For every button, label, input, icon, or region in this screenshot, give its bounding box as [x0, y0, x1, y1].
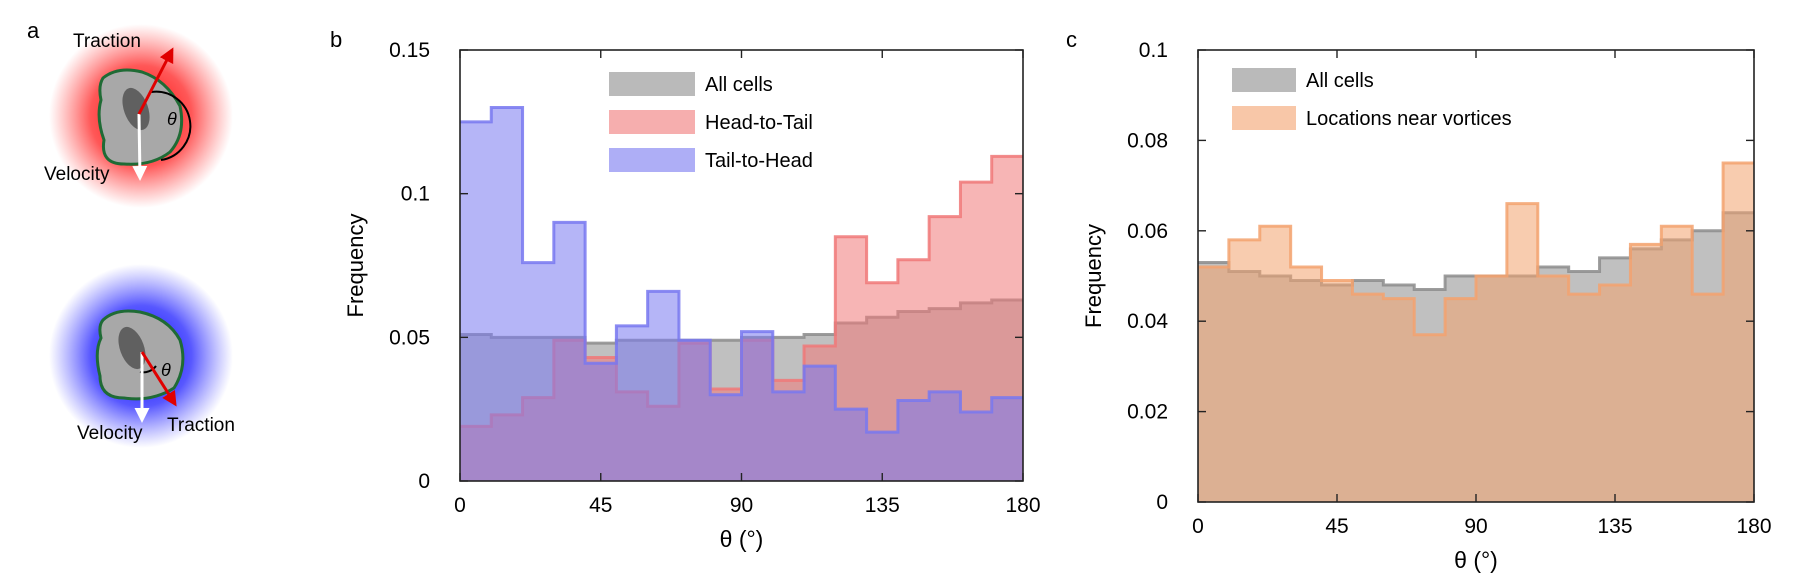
nucleus [118, 326, 146, 370]
nucleus [122, 87, 150, 131]
legend: All cells Head-to-Tail Tail-to-Head [609, 72, 813, 172]
velocity-arrow [132, 113, 148, 181]
y-tick-label: 0.08 [1127, 129, 1168, 152]
x-tick-label: 180 [1736, 515, 1771, 538]
legend-label: All cells [1306, 70, 1374, 92]
x-tick-label: 0 [454, 494, 466, 517]
x-tick-label: 45 [1325, 515, 1348, 538]
traction-arrow [137, 47, 174, 115]
histogram-c: c 0 45 90 135 180 0 0.02 0.04 0.06 0.08 0.1 θ (°) Fre… [1066, 27, 1772, 573]
cell-diagram-head-to-tail: θ Traction Velocity [44, 24, 233, 208]
panel-label-a: a [27, 18, 40, 43]
angle-label: θ [167, 109, 177, 129]
y-tick-label: 0.04 [1127, 310, 1168, 333]
x-tick-label: 0 [1192, 515, 1204, 538]
legend: All cells Locations near vortices [1232, 68, 1512, 130]
x-tick-label: 90 [1464, 515, 1487, 538]
legend-swatch [1232, 68, 1296, 92]
y-tick-label: 0.1 [401, 183, 430, 206]
y-tick-label: 0.1 [1139, 39, 1168, 62]
x-axis-label: θ (°) [720, 526, 764, 552]
y-tick-label: 0.02 [1127, 401, 1168, 424]
panel-label: c [1066, 27, 1077, 52]
panel-label: b [330, 27, 342, 52]
histogram-b: b 0 45 90 135 180 0 0.05 0.1 0.15 θ (°) Frequency Al… [330, 27, 1041, 552]
y-tick-label: 0.05 [389, 326, 430, 349]
histogram-outline [1198, 161, 1754, 337]
x-tick-label: 135 [865, 494, 900, 517]
legend-label: Locations near vortices [1306, 108, 1512, 130]
legend-swatch [609, 110, 695, 134]
x-tick-label: 45 [589, 494, 612, 517]
histogram-outline [460, 105, 1023, 434]
legend-swatch [609, 72, 695, 96]
histogram-area [460, 107, 1023, 481]
velocity-label: Velocity [44, 164, 110, 185]
legend-label: Head-to-Tail [705, 112, 813, 134]
traction-label: Traction [167, 415, 235, 436]
histogram-area [1198, 163, 1754, 502]
y-axis-label: Frequency [343, 214, 368, 318]
x-tick-label: 180 [1005, 494, 1040, 517]
y-tick-label: 0.15 [389, 39, 430, 62]
y-tick-label: 0.06 [1127, 220, 1168, 243]
x-axis-label: θ (°) [1454, 547, 1498, 573]
angle-label: θ [161, 360, 171, 380]
angle-arc [150, 90, 192, 161]
series-locations-near-vortices [1198, 161, 1754, 502]
legend-swatch [1232, 106, 1296, 130]
x-tick-label: 90 [730, 494, 753, 517]
x-tick-label: 135 [1597, 515, 1632, 538]
y-axis-label: Frequency [1081, 224, 1106, 328]
legend-label: Tail-to-Head [705, 150, 813, 172]
series-tail-to-head [460, 105, 1023, 481]
velocity-label: Velocity [77, 423, 143, 444]
traction-label: Traction [73, 31, 141, 52]
legend-label: All cells [705, 74, 773, 96]
y-tick-label: 0 [418, 470, 430, 493]
cell-diagram-tail-to-head: θ Velocity Traction [49, 264, 235, 448]
traction-arrow [140, 351, 177, 407]
panel-a: a θ Traction Velocity θ Velocity Tractio… [27, 18, 235, 448]
y-tick-label: 0 [1156, 491, 1168, 514]
legend-swatch [609, 148, 695, 172]
